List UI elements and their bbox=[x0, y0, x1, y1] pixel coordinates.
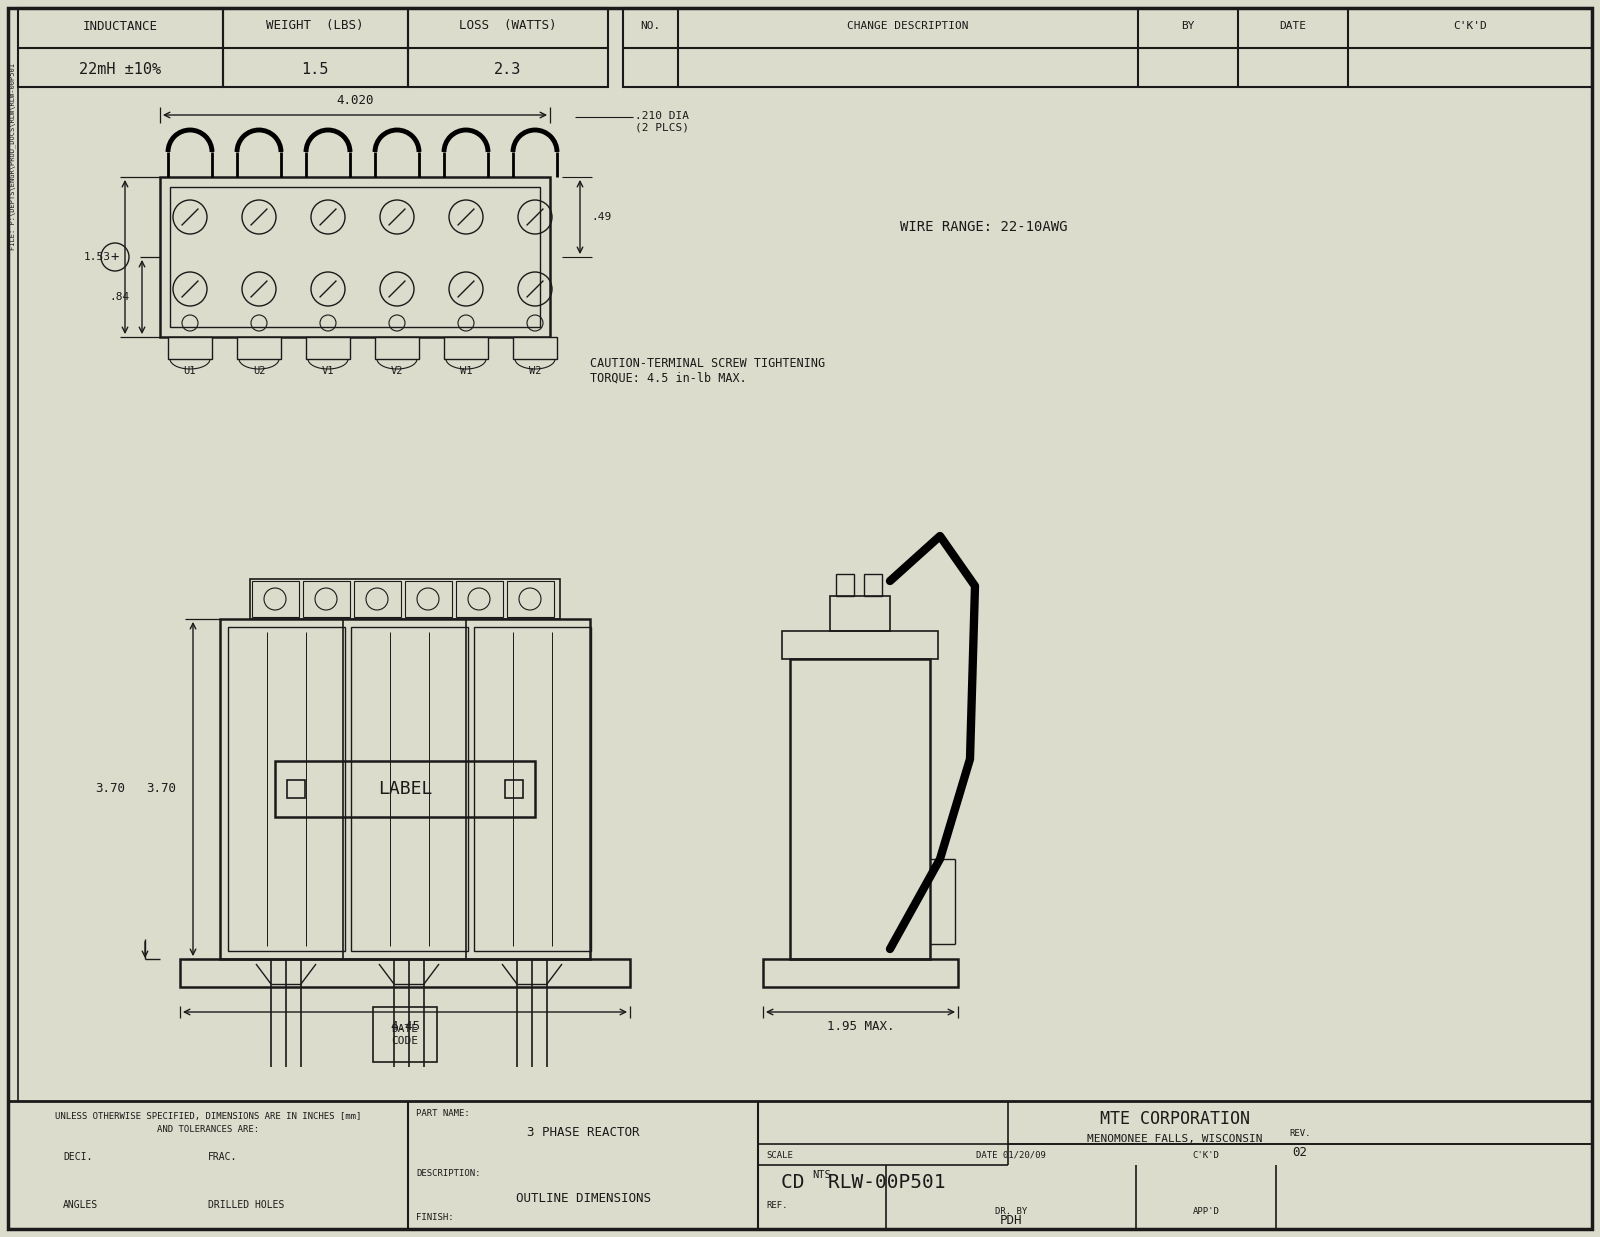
Bar bbox=[474, 627, 590, 951]
Bar bbox=[408, 7, 608, 87]
Bar bbox=[168, 336, 211, 359]
Bar bbox=[286, 781, 306, 798]
Bar bbox=[302, 581, 350, 617]
Bar bbox=[373, 1007, 437, 1063]
Bar bbox=[306, 336, 350, 359]
Text: CD  RLW-00P501: CD RLW-00P501 bbox=[781, 1174, 946, 1192]
Text: LABEL: LABEL bbox=[378, 781, 432, 798]
Bar bbox=[830, 596, 890, 631]
Text: 4.020: 4.020 bbox=[336, 94, 374, 108]
Text: NO.: NO. bbox=[640, 21, 661, 31]
Bar bbox=[350, 627, 467, 951]
Text: WIRE RANGE: 22-10AWG: WIRE RANGE: 22-10AWG bbox=[899, 220, 1067, 234]
Text: DESCRIPTION:: DESCRIPTION: bbox=[416, 1169, 480, 1178]
Text: 3.70: 3.70 bbox=[146, 783, 176, 795]
Text: 22mH ±10%: 22mH ±10% bbox=[78, 63, 162, 78]
Text: PART NAME:: PART NAME: bbox=[416, 1108, 470, 1117]
Bar bbox=[160, 177, 550, 336]
Text: 02: 02 bbox=[1293, 1145, 1307, 1159]
Text: 2.3: 2.3 bbox=[494, 63, 522, 78]
Text: AND TOLERANCES ARE:: AND TOLERANCES ARE: bbox=[157, 1124, 259, 1133]
Text: U2: U2 bbox=[253, 366, 266, 376]
Bar bbox=[445, 336, 488, 359]
Text: 3 PHASE REACTOR: 3 PHASE REACTOR bbox=[526, 1127, 640, 1139]
Text: FINISH:: FINISH: bbox=[416, 1212, 454, 1221]
Bar bbox=[222, 7, 408, 87]
Bar bbox=[622, 7, 1592, 87]
Bar bbox=[514, 336, 557, 359]
Text: V2: V2 bbox=[390, 366, 403, 376]
Text: LOSS  (WATTS): LOSS (WATTS) bbox=[459, 20, 557, 32]
Bar bbox=[835, 574, 854, 596]
Bar bbox=[275, 761, 534, 816]
Bar bbox=[506, 781, 523, 798]
Text: FRAC.: FRAC. bbox=[208, 1152, 237, 1162]
Text: 1.95 MAX.: 1.95 MAX. bbox=[827, 1019, 894, 1033]
Text: +: + bbox=[110, 250, 118, 263]
Text: W1: W1 bbox=[459, 366, 472, 376]
Text: .210 DIA
(2 PLCS): .210 DIA (2 PLCS) bbox=[635, 111, 690, 132]
Bar bbox=[253, 581, 299, 617]
Text: DATE: DATE bbox=[1280, 21, 1307, 31]
Text: DECI.: DECI. bbox=[62, 1152, 93, 1162]
Bar bbox=[864, 574, 882, 596]
Bar bbox=[237, 336, 282, 359]
Bar bbox=[18, 7, 222, 87]
Text: APP'D: APP'D bbox=[1192, 1206, 1219, 1216]
Text: C'K'D: C'K'D bbox=[1453, 21, 1486, 31]
Bar bbox=[405, 581, 453, 617]
Text: UNLESS OTHERWISE SPECIFIED, DIMENSIONS ARE IN INCHES [mm]: UNLESS OTHERWISE SPECIFIED, DIMENSIONS A… bbox=[54, 1112, 362, 1122]
Text: CAUTION-TERMINAL SCREW TIGHTENING
TORQUE: 4.5 in-lb MAX.: CAUTION-TERMINAL SCREW TIGHTENING TORQUE… bbox=[590, 357, 826, 385]
Text: SCALE: SCALE bbox=[766, 1150, 794, 1159]
Text: 3.70: 3.70 bbox=[94, 783, 125, 795]
Text: MTE CORPORATION: MTE CORPORATION bbox=[1101, 1110, 1250, 1128]
Bar bbox=[221, 618, 590, 959]
Bar bbox=[374, 336, 419, 359]
Bar bbox=[179, 959, 630, 987]
Text: NTS: NTS bbox=[813, 1170, 832, 1180]
Text: C'K'D: C'K'D bbox=[1192, 1150, 1219, 1159]
Bar bbox=[507, 581, 554, 617]
Bar bbox=[782, 631, 938, 659]
Bar bbox=[8, 1101, 1592, 1230]
Bar bbox=[456, 581, 502, 617]
Text: V1: V1 bbox=[322, 366, 334, 376]
Text: ANGLES: ANGLES bbox=[62, 1200, 98, 1210]
Text: FILE: P:\DEPTS\ENGR\PROD_DOCS\RLW\RLW-00P501: FILE: P:\DEPTS\ENGR\PROD_DOCS\RLW\RLW-00… bbox=[10, 63, 16, 251]
Bar bbox=[170, 187, 541, 327]
Text: .84: .84 bbox=[110, 292, 130, 302]
Text: DATE
CODE: DATE CODE bbox=[392, 1024, 419, 1045]
Text: 1.53: 1.53 bbox=[83, 252, 110, 262]
Text: 4.45: 4.45 bbox=[390, 1019, 419, 1033]
Bar bbox=[790, 659, 930, 959]
Bar bbox=[250, 579, 560, 618]
Text: CHANGE DESCRIPTION: CHANGE DESCRIPTION bbox=[848, 21, 968, 31]
Text: OUTLINE DIMENSIONS: OUTLINE DIMENSIONS bbox=[515, 1192, 651, 1206]
Text: WEIGHT  (LBS): WEIGHT (LBS) bbox=[266, 20, 363, 32]
Text: .49: .49 bbox=[592, 212, 613, 221]
Text: INDUCTANCE: INDUCTANCE bbox=[83, 20, 157, 32]
Text: W2: W2 bbox=[528, 366, 541, 376]
Bar bbox=[229, 627, 346, 951]
Text: DRILLED HOLES: DRILLED HOLES bbox=[208, 1200, 285, 1210]
Text: PDH: PDH bbox=[1000, 1215, 1022, 1227]
Text: REF.: REF. bbox=[766, 1200, 787, 1210]
Text: REV.: REV. bbox=[1290, 1129, 1310, 1138]
Text: BY: BY bbox=[1181, 21, 1195, 31]
Text: MENOMONEE FALLS, WISCONSIN: MENOMONEE FALLS, WISCONSIN bbox=[1088, 1134, 1262, 1144]
Text: DR. BY: DR. BY bbox=[995, 1206, 1027, 1216]
Text: U1: U1 bbox=[184, 366, 197, 376]
Bar bbox=[354, 581, 402, 617]
Text: 1.5: 1.5 bbox=[301, 63, 328, 78]
Text: DATE 01/20/09: DATE 01/20/09 bbox=[976, 1150, 1046, 1159]
Bar bbox=[763, 959, 958, 987]
